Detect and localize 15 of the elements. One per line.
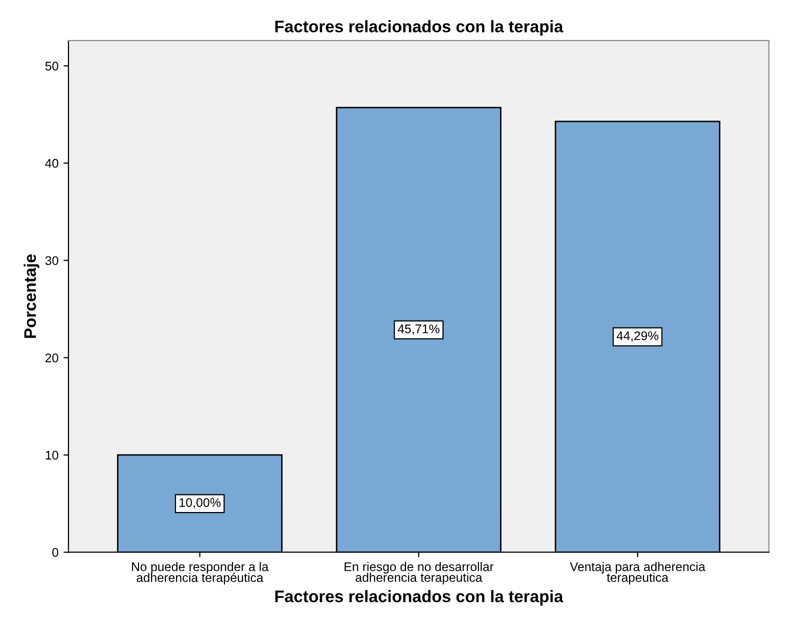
x-tick-label: No puede responder a la adherencia terapéutica (132, 562, 269, 584)
y-tick-label: 10 (46, 450, 58, 460)
y-tick-label: 30 (45, 256, 58, 266)
data-label: 10,00% (180, 498, 221, 508)
x-axis-title: Factores relacionados con la terapia (275, 590, 564, 606)
y-tick-label: 0 (52, 548, 58, 557)
y-axis-title: Porcentaje (24, 254, 40, 338)
y-tick-label: 40 (45, 158, 58, 168)
chart-title: Factores relacionados con la terapia (275, 20, 564, 36)
x-tick-label: Ventaja para adherencia terapeutica (570, 562, 706, 584)
data-label: 44,29% (616, 331, 658, 342)
y-tick-label: 50 (45, 62, 58, 71)
x-tick-label: En riesgo de no desarrollar adherencia terapeutica (344, 562, 494, 584)
y-tick-label: 20 (45, 353, 58, 362)
data-label: 45,71% (398, 324, 440, 335)
